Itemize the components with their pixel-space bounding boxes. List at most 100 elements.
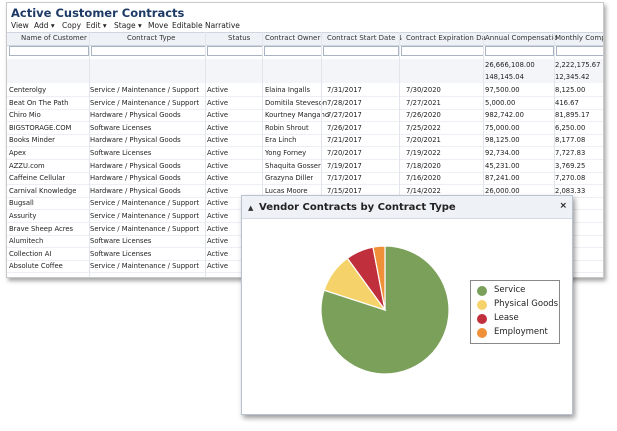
filter-name-input[interactable] — [9, 46, 89, 56]
filter-status-input[interactable] — [207, 46, 263, 56]
cell-contract-owner: Robin Shrout — [265, 123, 309, 132]
menu-view[interactable]: View — [11, 21, 29, 30]
legend-swatch-employment — [477, 328, 487, 338]
cell-expiration-date: 7/27/2021 — [406, 98, 441, 107]
column-header-row: Name of Customer Contract Type Status Co… — [7, 32, 603, 46]
cell-monthly-compensation: 2,083.33 — [555, 186, 586, 195]
cell-contract-owner: Lucas Moore — [265, 186, 308, 195]
cell-status: Active — [207, 249, 229, 258]
col-contract-expiration-date[interactable]: Contract Expiration Date — [406, 34, 486, 42]
table-row[interactable]: Caffeine Cellular Hardware / Physical Goo… — [7, 172, 603, 186]
cell-expiration-date: 7/20/2021 — [406, 136, 441, 145]
table-row[interactable]: Chiro Mio Hardware / Physical Goods Active… — [7, 109, 603, 123]
col-status[interactable]: Status — [228, 34, 251, 42]
cell-status: Active — [207, 149, 229, 157]
cell-customer-name: Bugsall — [9, 199, 34, 208]
cell-start-date: 7/17/2017 — [327, 174, 362, 183]
cell-start-date: 7/21/2017 — [327, 136, 362, 145]
cell-customer-name: BIGSTORAGE.COM — [9, 123, 72, 132]
filter-owner-input[interactable] — [264, 46, 322, 56]
cell-status: Active — [207, 212, 229, 220]
cell-contract-type: Service / Maintenance / Support — [90, 262, 199, 271]
avg-annual: 148,145.04 — [485, 73, 524, 81]
filter-monthly-input[interactable] — [556, 46, 603, 56]
filter-type-input[interactable] — [91, 46, 206, 56]
menu-copy[interactable]: Copy — [62, 21, 82, 30]
cell-contract-owner: Yong Forney — [265, 149, 307, 157]
vendor-contracts-panel: ▲ Vendor Contracts by Contract Type × Se… — [241, 195, 573, 415]
cell-contract-type: Hardware / Physical Goods — [90, 174, 181, 183]
legend-swatch-service — [477, 286, 487, 296]
menu-editable-narrative[interactable]: Editable Narrative — [172, 21, 240, 30]
column-divider — [321, 32, 322, 277]
summary-row-total: 26,666,108.00 2,222,175.67 — [7, 59, 603, 71]
legend-swatch-physical-goods — [477, 300, 487, 310]
table-row[interactable]: Centerolgy Service / Maintenance / Suppor… — [7, 84, 603, 97]
cell-annual-compensation: 75,000.00 — [485, 123, 520, 132]
cell-status: Active — [207, 199, 229, 208]
column-divider — [262, 32, 263, 277]
cell-monthly-compensation: 416.67 — [555, 98, 579, 107]
cell-monthly-compensation: 7,270.08 — [555, 174, 586, 183]
cell-status: Active — [207, 262, 229, 271]
filter-expiration-input[interactable] — [401, 46, 484, 56]
cell-expiration-date: 7/16/2020 — [406, 174, 441, 183]
cell-contract-type: Hardware / Physical Goods — [90, 111, 181, 120]
cell-expiration-date: 7/26/2020 — [406, 111, 441, 120]
cell-contract-type: Service / Maintenance / Support — [90, 86, 199, 94]
panel-header: ▲ Vendor Contracts by Contract Type × — [242, 196, 572, 219]
table-row[interactable]: Apex Software Licenses Active Yong Forney 7/… — [7, 147, 603, 160]
cell-annual-compensation: 26,000.00 — [485, 186, 520, 195]
cell-contract-type: Hardware / Physical Goods — [90, 136, 181, 145]
legend-label-service: Service — [494, 285, 526, 295]
table-row[interactable]: Beat On The Path Service / Maintenance / … — [7, 97, 603, 110]
cell-customer-name: AZZU.com — [9, 161, 45, 170]
col-annual-compensation[interactable]: Annual Compensation — [485, 34, 557, 42]
cell-contract-type: Software Licenses — [90, 249, 152, 258]
cell-status: Active — [207, 237, 229, 246]
cell-annual-compensation: 45,231.00 — [485, 161, 520, 170]
cell-annual-compensation: 97,500.00 — [485, 86, 520, 94]
menu-stage[interactable]: Stage ▾ — [114, 21, 142, 30]
col-contract-start-date[interactable]: Contract Start Date ↓ — [327, 34, 402, 42]
summary-row-average: 148,145.04 12,345.42 — [7, 71, 603, 83]
cell-start-date: 7/15/2017 — [327, 186, 362, 195]
menu-move[interactable]: Move — [148, 21, 169, 30]
cell-start-date: 7/31/2017 — [327, 86, 362, 94]
cell-annual-compensation: 982,742.00 — [485, 111, 524, 120]
table-row[interactable]: AZZU.com Hardware / Physical Goods Active S… — [7, 160, 603, 173]
col-contract-owner[interactable]: Contract Owner — [265, 34, 321, 42]
cell-start-date: 7/19/2017 — [327, 161, 362, 170]
cell-contract-type: Service / Maintenance / Support — [90, 212, 199, 220]
table-row[interactable]: Books Minder Hardware / Physical Goods Act… — [7, 134, 603, 148]
filter-start-input[interactable] — [323, 46, 399, 56]
legend-label-lease: Lease — [494, 313, 519, 323]
cell-contract-owner: Era Linch — [265, 136, 297, 145]
pie-slice-service[interactable] — [320, 245, 450, 375]
cell-customer-name: Brave Sheep Acres — [9, 224, 74, 233]
cell-status: Active — [207, 224, 229, 233]
cell-customer-name: Collection AI — [9, 249, 52, 258]
cell-status: Active — [207, 161, 229, 170]
filter-annual-input[interactable] — [485, 46, 554, 56]
menu-edit[interactable]: Edit ▾ — [86, 21, 107, 30]
grid-title: Active Customer Contracts — [11, 6, 185, 20]
col-contract-type[interactable]: Contract Type — [127, 34, 176, 42]
menu-add[interactable]: Add ▾ — [34, 21, 55, 30]
cell-expiration-date: 7/25/2022 — [406, 123, 441, 132]
legend-label-employment: Employment — [494, 327, 548, 337]
pie-slice-employment[interactable] — [372, 245, 386, 311]
cell-customer-name: Centerolgy — [9, 86, 47, 94]
col-monthly-compensation[interactable]: Monthly Compe — [555, 34, 603, 42]
col-name-of-customer[interactable]: Name of Customer — [21, 34, 87, 42]
cell-start-date: 7/26/2017 — [327, 123, 362, 132]
cell-status: Active — [207, 123, 229, 132]
cell-monthly-compensation: 8,125.00 — [555, 86, 586, 94]
collapse-icon[interactable]: ▲ — [248, 204, 254, 212]
close-icon[interactable]: × — [559, 201, 567, 211]
cell-contract-owner: Domitila Steveson — [265, 98, 328, 107]
table-row[interactable]: BIGSTORAGE.COM Software Licenses Active Rob… — [7, 122, 603, 135]
cell-monthly-compensation: 3,769.25 — [555, 161, 586, 170]
column-divider — [483, 32, 484, 277]
cell-contract-owner: Kourtney Mangano — [265, 111, 329, 120]
